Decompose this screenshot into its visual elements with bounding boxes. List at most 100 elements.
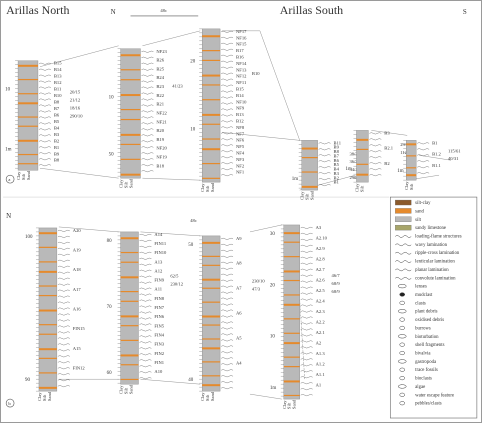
bed-label: B14 xyxy=(54,67,62,72)
bed-label: A2.10 xyxy=(316,235,328,240)
bed-label: B26 xyxy=(156,58,164,63)
bed-label: A1 xyxy=(316,383,322,388)
orientation-note: 21/12 xyxy=(70,98,81,103)
bed-label: NF13 xyxy=(236,67,247,72)
legend-item: convolute lamination xyxy=(395,276,456,281)
height-tick: 1m xyxy=(397,169,403,174)
legend-item: lenses xyxy=(398,284,427,290)
bed-label: B2 xyxy=(384,161,390,166)
grain-size-label: Sand xyxy=(26,170,31,180)
grain-size-label: Sand xyxy=(210,391,215,401)
bed-label: B24 xyxy=(156,75,164,80)
height-tick: 10 xyxy=(190,127,195,132)
bed-label: A19 xyxy=(73,248,82,253)
bed-label: B12 xyxy=(54,80,62,85)
legend-label: bivalvia xyxy=(415,352,431,357)
bed-label: FIN11 xyxy=(154,241,166,246)
height-tick: 10 xyxy=(109,96,114,101)
a-column-a6: Clay Silt B1 B1.2 B1.1 115/61 40/31 xyxy=(403,140,461,190)
orientation-note: B10 xyxy=(252,71,260,76)
bed-label: FIN6 xyxy=(154,314,164,319)
height-tick: 50 xyxy=(188,243,193,248)
orientation-note: 230/12 xyxy=(170,282,183,287)
grain-size-label: Silt xyxy=(124,387,129,394)
grain-size-label: Clay xyxy=(200,183,205,192)
grain-size-label: Sand xyxy=(129,178,134,188)
bed-label: B23 xyxy=(156,84,164,89)
bed-label: B2 xyxy=(54,138,60,143)
bed-label: A7 xyxy=(236,286,242,291)
bed-label: B7 xyxy=(54,106,60,111)
orientation-note: 18/16 xyxy=(70,105,81,110)
bed-label: NF1 xyxy=(236,170,244,175)
bed-label: FIN15 xyxy=(73,326,86,331)
bed-label: NF19 xyxy=(156,155,167,160)
height-tick: 1m xyxy=(346,167,352,172)
bed-label: FIN10 xyxy=(154,250,167,255)
legend-label: water escape feature xyxy=(415,393,454,398)
legend-label: lenses xyxy=(415,285,427,290)
bed-label: NF6 xyxy=(236,138,245,143)
bed-label: B1 xyxy=(334,180,339,185)
legend-item: gastropoda xyxy=(398,359,437,365)
grain-size-label: Clay xyxy=(119,179,124,188)
legend-label: shell fragments xyxy=(415,343,444,348)
legend-item: mudclast xyxy=(399,292,433,298)
bed-label: A3 xyxy=(316,225,322,230)
bed-label: FIN3 xyxy=(154,342,164,347)
bed-label: A18 xyxy=(73,267,82,272)
grain-size-label: Sand xyxy=(47,391,52,401)
grain-size-label: Clay xyxy=(300,191,305,200)
legend-item: algae xyxy=(398,384,425,390)
compass-n-b: N xyxy=(6,212,11,220)
orientation-note: 38/30 xyxy=(349,151,360,156)
bed-label: B6 xyxy=(54,112,60,117)
height-tick: 40 xyxy=(188,378,193,383)
panel-letter-b: b xyxy=(8,401,11,406)
bed-label: A8 xyxy=(236,261,242,266)
grain-size-label: Silt xyxy=(205,394,210,401)
bed-label: B6 xyxy=(334,158,340,163)
height-tick: 80 xyxy=(107,239,112,244)
bed-label: B8 xyxy=(54,158,60,163)
grain-size-label: Silt xyxy=(205,185,210,192)
legend-item: pebbles/clasts xyxy=(399,401,442,407)
grain-size-label: Sand xyxy=(210,182,215,192)
bed-label: B15 xyxy=(236,86,244,91)
orientation-note: 290/10 xyxy=(70,113,83,118)
bed-label: FIN9 xyxy=(154,278,164,283)
legend-item: plant debris xyxy=(398,309,438,315)
legend-label: silt xyxy=(415,218,422,223)
height-tick: 70 xyxy=(107,305,112,310)
bed-label: B15 xyxy=(54,61,62,66)
legend-label: ripple-cross lamination xyxy=(415,251,460,256)
orientation-note: 47/3 xyxy=(252,286,261,291)
bed-label: B13 xyxy=(54,74,62,79)
legend-label: lenticular lamination xyxy=(415,260,455,265)
height-tick: 10 xyxy=(5,88,10,93)
bed-label: NF20 xyxy=(156,146,167,151)
legend-label: bioclasts xyxy=(415,377,432,382)
bed-label: B22 xyxy=(156,93,164,98)
bed-label: B3 xyxy=(334,171,340,176)
label-48c-a: 48c xyxy=(160,8,167,13)
legend-label: trace fossils xyxy=(415,368,438,373)
legend-label: silt-clay xyxy=(415,201,431,206)
grain-size-label: Sand xyxy=(310,190,315,200)
grain-size-label: Sand xyxy=(292,399,297,409)
bed-label: A2.8 xyxy=(316,256,326,261)
legend-item: sand xyxy=(395,208,425,214)
orientation-note: 40/31 xyxy=(448,156,458,161)
orientation-note: 290/10 xyxy=(349,175,362,180)
title-arillas-north: Arillas North xyxy=(6,3,69,17)
bed-label: A13 xyxy=(154,259,163,264)
legend-label: algae xyxy=(415,385,425,390)
bed-label: A2.7 xyxy=(316,267,326,272)
height-tick: 100 xyxy=(25,235,33,240)
bed-label: NF2 xyxy=(236,163,245,168)
title-arillas-south: Arillas South xyxy=(280,3,343,17)
grain-size-label: Clay xyxy=(404,181,409,190)
legend-item: planar lamination xyxy=(395,268,449,273)
orientation-note: 62/5 xyxy=(170,274,179,279)
a-column-a4: Clay Silt SandB11B9B8B7B6B5B4B3B2B138/3036… xyxy=(298,140,363,200)
